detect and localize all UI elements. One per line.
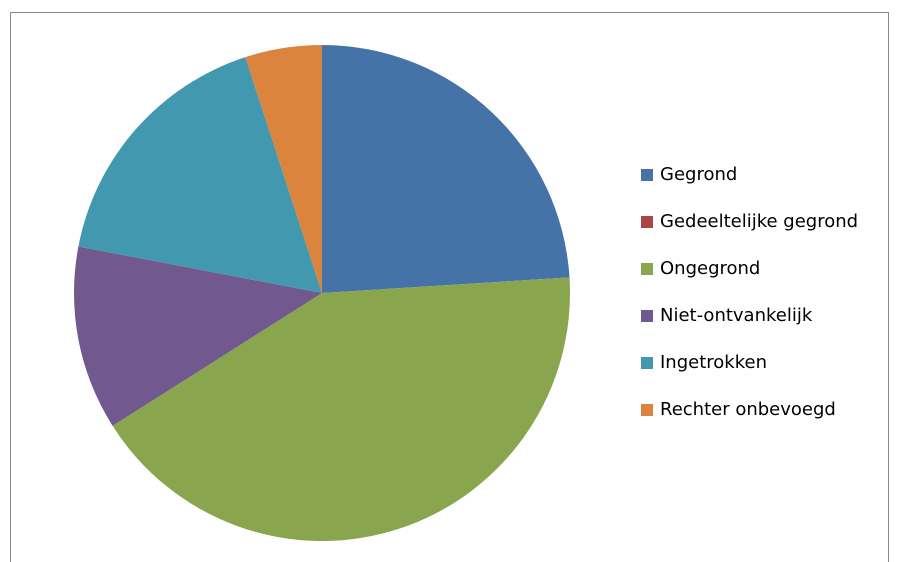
legend-label: Ongegrond — [660, 258, 760, 279]
legend-swatch — [641, 310, 653, 322]
legend-label: Gedeeltelijke gegrond — [660, 211, 858, 232]
legend-swatch — [641, 357, 653, 369]
pie-slice — [245, 45, 322, 293]
pie-slice — [322, 45, 570, 293]
legend-label: Ingetrokken — [660, 352, 767, 373]
pie-slice — [73, 246, 322, 426]
legend-swatch — [641, 216, 653, 228]
legend-label: Niet-ontvankelijk — [660, 305, 813, 326]
legend-swatch — [641, 169, 653, 181]
legend-label: Rechter onbevoegd — [660, 399, 836, 420]
legend-swatch — [641, 404, 653, 416]
pie-slice — [112, 277, 570, 541]
legend-label: Gegrond — [660, 164, 737, 185]
pie-slice — [78, 57, 322, 293]
legend-swatch — [641, 263, 653, 275]
